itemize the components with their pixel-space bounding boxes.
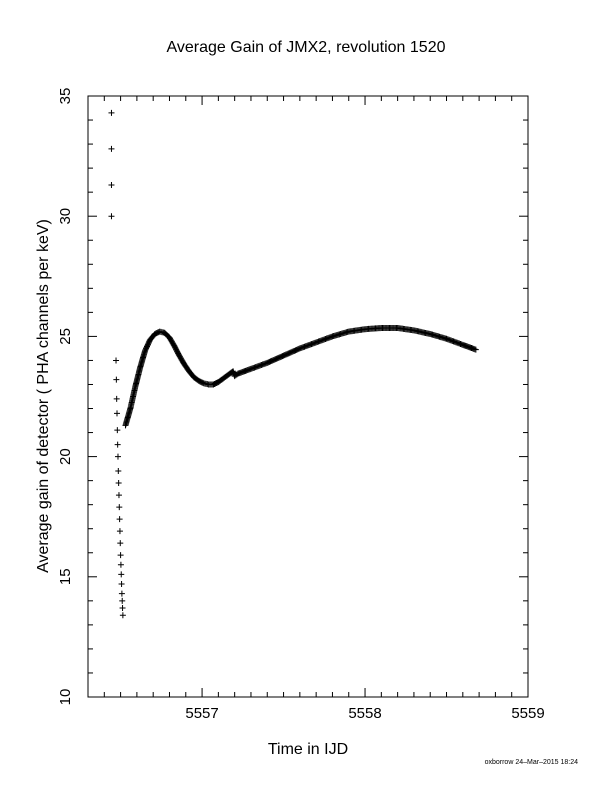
x-axis-label: Time in IJD bbox=[268, 741, 348, 758]
data-point bbox=[108, 213, 115, 220]
y-tick-label: 25 bbox=[57, 328, 74, 345]
y-tick-label: 20 bbox=[57, 448, 74, 465]
data-point bbox=[119, 612, 126, 619]
data-point bbox=[114, 427, 121, 434]
plot-frame bbox=[87, 95, 529, 698]
x-tick-label: 5559 bbox=[511, 705, 544, 722]
y-tick-label: 10 bbox=[57, 689, 74, 706]
data-point bbox=[116, 516, 123, 523]
data-point bbox=[115, 480, 122, 487]
data-point bbox=[115, 492, 122, 499]
data-point bbox=[116, 504, 123, 511]
data-point bbox=[119, 597, 126, 604]
tick-labels: 10 15 20 25 30 35 5557 5558 5559 bbox=[57, 88, 545, 722]
data-point bbox=[472, 346, 479, 353]
data-point bbox=[113, 376, 120, 383]
x-tick-label: 5557 bbox=[185, 705, 218, 722]
data-point bbox=[118, 581, 125, 588]
data-point bbox=[117, 540, 124, 547]
data-point bbox=[114, 453, 121, 460]
data-point bbox=[118, 590, 125, 597]
y-tick-label: 30 bbox=[57, 208, 74, 225]
data-point bbox=[108, 181, 115, 188]
x-tick-label: 5558 bbox=[348, 705, 381, 722]
data-point bbox=[117, 552, 124, 559]
data-point bbox=[115, 468, 122, 475]
data-point bbox=[116, 528, 123, 535]
data-point bbox=[108, 145, 115, 152]
chart-title: Average Gain of JMX2, revolution 1520 bbox=[167, 39, 446, 56]
data-point bbox=[118, 571, 125, 578]
y-tick-label: 15 bbox=[57, 568, 74, 585]
data-markers bbox=[108, 109, 479, 619]
data-point bbox=[114, 441, 121, 448]
data-point bbox=[119, 605, 126, 612]
data-point bbox=[113, 357, 120, 364]
data-point bbox=[117, 561, 124, 568]
axis-ticks bbox=[87, 95, 529, 698]
y-tick-label: 35 bbox=[57, 88, 74, 105]
data-point bbox=[114, 410, 121, 417]
data-point bbox=[113, 395, 120, 402]
data-point bbox=[108, 109, 115, 116]
y-axis-label: Average gain of detector ( PHA channels … bbox=[35, 219, 52, 573]
footer-credit: oxborrow 24–Mar–2015 18:24 bbox=[484, 759, 578, 766]
